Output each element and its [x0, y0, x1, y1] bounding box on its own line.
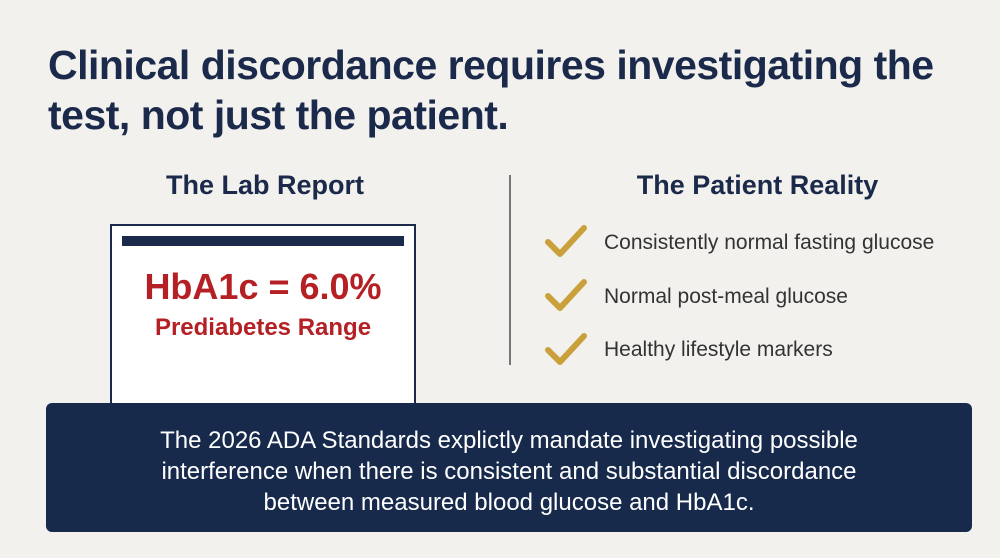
card-bar: [122, 236, 404, 246]
patient-item: Consistently normal fasting glucose: [604, 231, 935, 254]
lab-range: Prediabetes Range: [154, 314, 372, 341]
patient-heading: The Patient Reality: [636, 170, 879, 200]
patient-item: Normal post-meal glucose: [604, 285, 848, 308]
checkmarks: [545, 225, 587, 365]
divider: [509, 175, 511, 365]
patient-item: Healthy lifestyle markers: [604, 338, 833, 361]
footer-text: The 2026 ADA Standards explictly mandate…: [160, 427, 858, 516]
lab-heading: The Lab Report: [165, 170, 364, 200]
lab-result: HbA1c = 6.0%: [144, 266, 382, 307]
lab-card: [110, 224, 416, 424]
footer-box: The 2026 ADA Standards explictly mandate…: [46, 403, 972, 532]
title: Clinical discordance requires investigat…: [48, 42, 934, 138]
